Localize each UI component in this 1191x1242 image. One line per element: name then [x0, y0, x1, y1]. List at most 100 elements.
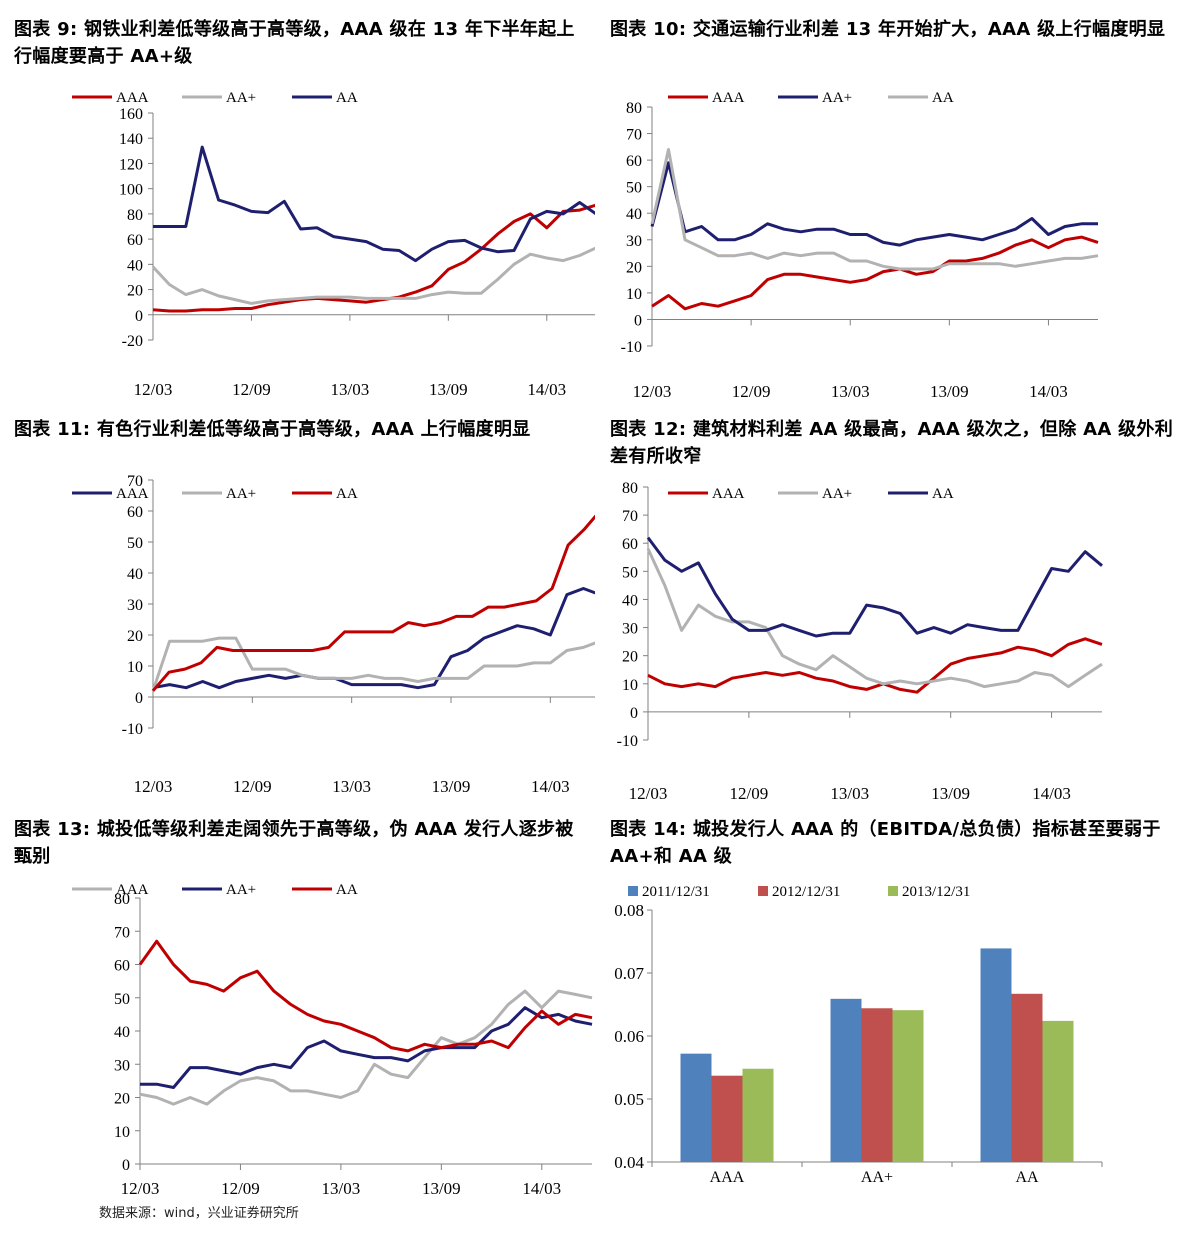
y-tick-label: 0 [630, 705, 638, 722]
series-line-aa [646, 536, 1103, 638]
series-line-aaplus [151, 636, 595, 692]
series-line-aaplus [151, 246, 595, 305]
x-tick-label: 13/09 [429, 380, 468, 399]
line-chart: AAA AA+ AA -10 0 10 20 30 40 50 60 70 12/03 12/09 13/0… [72, 473, 595, 796]
panel-chart-11: 图表 11: 有色行业利差低等级高于高等级，AAA 上行幅度明显 AAA AA+ A… [0, 400, 595, 810]
series-line-aaplus [646, 548, 1103, 689]
y-tick-label: 70 [622, 508, 638, 525]
y-tick-label: 80 [626, 100, 642, 117]
y-tick-label: 80 [622, 480, 638, 497]
series-line-aa [151, 514, 595, 692]
x-tick-label: 13/03 [331, 380, 370, 399]
y-tick-label: 0 [135, 308, 143, 325]
legend-label: AAA [116, 882, 149, 898]
y-tick-label: 40 [114, 1024, 130, 1041]
bar [742, 1068, 774, 1162]
x-tick-label: 14/03 [527, 380, 566, 399]
y-tick-label: 30 [127, 597, 143, 614]
legend-label: AAA [712, 486, 745, 502]
series-line-aaa [651, 235, 1099, 311]
y-tick-label: 0.06 [614, 1027, 644, 1046]
line-chart: AAA AA+ AA -10 0 10 20 30 40 50 60 70 80 12/03 12/09 13… [621, 90, 1099, 401]
chart-title: 图表 10: 交通运输行业利差 13 年开始扩大，AAA 级上行幅度明显 [610, 19, 1166, 40]
chart-title: 图表 13: 城投低等级利差走阔领先于高等级，伪 AAA 发行人逐步被甄别 [14, 819, 574, 867]
y-tick-label: -10 [122, 721, 143, 738]
x-tick-label: 12/03 [134, 777, 173, 796]
y-tick-label: 40 [127, 257, 143, 274]
y-tick-label: 70 [114, 924, 130, 941]
legend-label: AA+ [822, 90, 852, 106]
x-tick-label: 12/09 [732, 382, 771, 401]
y-tick-label: 60 [626, 153, 642, 170]
legend-label: AA [336, 882, 358, 898]
legend-label: AA [336, 486, 358, 502]
y-tick-label: 0.05 [614, 1090, 644, 1109]
y-tick-label: 10 [127, 659, 143, 676]
y-tick-label: 120 [119, 156, 143, 173]
y-tick-label: 100 [119, 182, 143, 199]
data-source-note: 数据来源：wind，兴业证券研究所 [99, 1206, 299, 1221]
y-tick-label: 10 [626, 286, 642, 303]
y-tick-label: 40 [622, 592, 638, 609]
line-chart: AAA AA+ AA -20 0 20 40 60 80 100 120 140 160 12/03 12/… [72, 90, 595, 399]
y-tick-label: 70 [626, 127, 642, 144]
panel-chart-9: 图表 9: 钢铁业利差低等级高于高等级，AAA 级在 13 年下半年起上行幅度要… [0, 0, 595, 410]
x-tick-label: 12/09 [221, 1179, 260, 1198]
y-tick-label: 40 [127, 566, 143, 583]
x-tick-label: 12/03 [121, 1179, 160, 1198]
y-tick-label: 50 [114, 991, 130, 1008]
y-tick-label: 80 [114, 891, 130, 908]
legend-swatch [628, 886, 638, 896]
y-tick-label: 30 [626, 233, 642, 250]
bar [711, 1075, 743, 1162]
y-tick-label: 20 [127, 628, 143, 645]
bar-chart: 2011/12/31 2012/12/31 2013/12/31 0.04 0.05 0.… [614, 884, 1103, 1186]
line-chart: AAA AA+ AA 0 10 20 30 40 50 60 70 80 12/03 12/09 13/03… [72, 882, 593, 1198]
y-tick-label: 60 [114, 958, 130, 975]
line-chart: AAA AA+ AA -10 0 10 20 30 40 50 60 70 80 12/03 12/09 13… [617, 480, 1103, 803]
legend-label: AAA [116, 486, 149, 502]
panel-chart-14: 图表 14: 城投发行人 AAA 的（EBITDA/总负债）指标甚至要弱于 AA… [596, 800, 1191, 1210]
panel-chart-13: 图表 13: 城投低等级利差走阔领先于高等级，伪 AAA 发行人逐步被甄别 AA… [0, 800, 595, 1210]
y-tick-label: 20 [622, 649, 638, 666]
panel-chart-12: 图表 12: 建筑材料利差 AA 级最高，AAA 级次之，但除 AA 级外利差有… [596, 400, 1191, 810]
x-tick-label: AAA [710, 1169, 745, 1186]
chart-title: 图表 12: 建筑材料利差 AA 级最高，AAA 级次之，但除 AA 级外利差有… [610, 419, 1174, 467]
y-tick-label: -20 [122, 333, 143, 350]
y-tick-label: 20 [127, 283, 143, 300]
bar [680, 1053, 712, 1162]
legend-swatch [758, 886, 768, 896]
bar [830, 998, 862, 1162]
y-tick-label: 10 [622, 677, 638, 694]
y-tick-label: 50 [127, 535, 143, 552]
legend-label: AA [932, 486, 954, 502]
legend-label: 2013/12/31 [902, 884, 970, 900]
series-line-aa [650, 148, 1099, 271]
series-line-aaa [152, 203, 595, 313]
series-line-aa [138, 939, 593, 1053]
y-tick-label: 30 [114, 1057, 130, 1074]
y-tick-label: 0.04 [614, 1153, 644, 1172]
y-tick-label: 60 [622, 536, 638, 553]
legend-label: AA+ [226, 486, 256, 502]
legend-label: 2012/12/31 [772, 884, 840, 900]
y-tick-label: -10 [617, 733, 638, 750]
y-tick-label: 20 [114, 1091, 130, 1108]
legend-label: AAA [712, 90, 745, 106]
x-tick-label: 12/09 [232, 380, 271, 399]
chart-title: 图表 14: 城投发行人 AAA 的（EBITDA/总负债）指标甚至要弱于 AA… [610, 819, 1161, 867]
y-tick-label: 40 [626, 206, 642, 223]
x-tick-label: 12/03 [629, 784, 668, 803]
legend-label: AAA [116, 90, 149, 106]
y-tick-label: -10 [621, 339, 642, 356]
y-tick-label: 70 [127, 473, 143, 490]
bar [892, 1010, 924, 1162]
panel-chart-10: 图表 10: 交通运输行业利差 13 年开始扩大，AAA 级上行幅度明显 AAA… [596, 0, 1191, 410]
x-tick-label: 14/03 [1029, 382, 1068, 401]
y-tick-label: 80 [127, 207, 143, 224]
series-line-aaa [152, 587, 595, 690]
bar [1042, 1020, 1074, 1162]
chart-title: 图表 9: 钢铁业利差低等级高于高等级，AAA 级在 13 年下半年起上行幅度要… [14, 19, 575, 67]
bar [980, 948, 1012, 1162]
x-tick-label: 12/09 [730, 784, 769, 803]
